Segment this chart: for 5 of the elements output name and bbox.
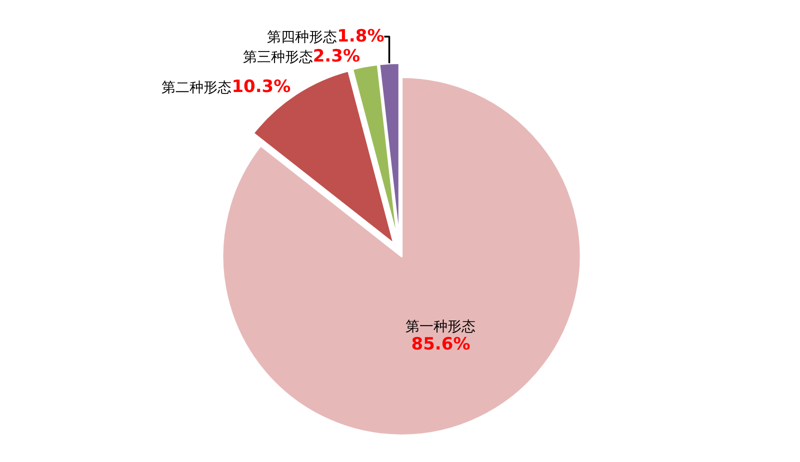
slice-label: 第一种形态: [406, 319, 476, 336]
data-label: 1.8%: [337, 26, 384, 47]
data-label: 85.6%: [411, 334, 470, 354]
data-label: 10.3%: [232, 77, 291, 98]
data-label: 2.3%: [312, 46, 360, 67]
